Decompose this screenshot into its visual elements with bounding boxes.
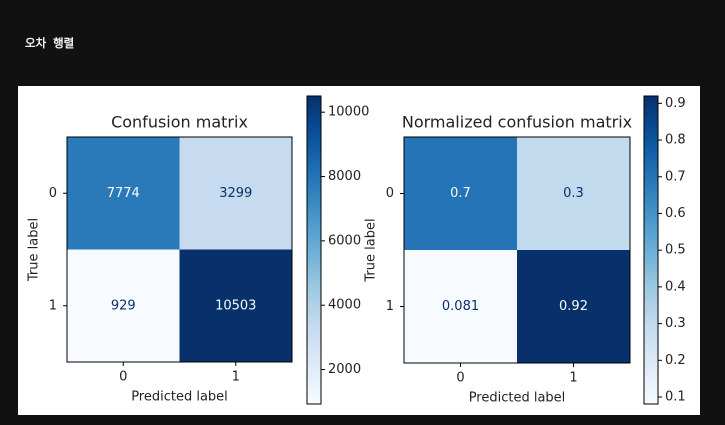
colorbar-tick-label: 6000 [328, 233, 361, 248]
colorbar-tick-label: 0.8 [665, 133, 686, 148]
colorbar-tick-label: 0.9 [665, 96, 686, 111]
x-tick-label: 0 [456, 371, 464, 386]
heatmap-cell [67, 137, 180, 250]
cell-label: 0.3 [563, 186, 584, 201]
colorbar-tick-label: 0.6 [665, 206, 686, 221]
y-tick-label: 0 [49, 186, 57, 201]
axes-frame [66, 136, 293, 363]
cell-label: 7774 [107, 186, 140, 201]
colorbar-tick-label: 0.2 [665, 353, 686, 368]
heatmap-cell [517, 137, 630, 250]
x-tick-label: 1 [232, 370, 240, 385]
heatmap-cell [404, 250, 517, 363]
y-axis-label: True label [27, 218, 42, 282]
y-tick-label: 1 [386, 299, 394, 314]
colorbar [306, 95, 322, 405]
axes-frame [403, 136, 631, 364]
y-tick-label: 0 [386, 186, 394, 201]
colorbar-tick-label: 10000 [328, 105, 369, 120]
colorbar-tick-label: 0.1 [665, 390, 686, 405]
colorbar-tick-label: 8000 [328, 169, 361, 184]
cell-label: 0.7 [450, 186, 471, 201]
colorbar-tick-label: 4000 [328, 298, 361, 313]
chart-title: Confusion matrix [111, 113, 248, 132]
colorbar [643, 95, 659, 405]
cell-label: 3299 [219, 186, 252, 201]
y-axis-label: True label [364, 218, 379, 282]
x-tick-label: 1 [569, 371, 577, 386]
colorbar-tick-label: 0.5 [665, 243, 686, 258]
cell-label: 929 [111, 298, 136, 313]
x-axis-label: Predicted label [469, 391, 566, 406]
x-tick-label: 0 [119, 370, 127, 385]
heatmap-cell [179, 137, 292, 250]
cell-label: 10503 [215, 298, 256, 313]
heatmap-cell [179, 249, 292, 362]
console-line: 오차 행렬 [25, 36, 75, 50]
heatmap-cell [517, 250, 630, 363]
chart-title: Normalized confusion matrix [402, 113, 632, 132]
cell-label: 0.92 [559, 299, 588, 314]
colorbar-tick-label: 0.7 [665, 169, 686, 184]
heatmap-cell [404, 137, 517, 250]
x-axis-label: Predicted label [131, 390, 228, 405]
heatmap-cell [67, 249, 180, 362]
colorbar-tick-label: 2000 [328, 362, 361, 377]
colorbar-tick-label: 0.4 [665, 279, 686, 294]
y-tick-label: 1 [49, 298, 57, 313]
cell-label: 0.081 [442, 299, 479, 314]
colorbar-tick-label: 0.3 [665, 316, 686, 331]
